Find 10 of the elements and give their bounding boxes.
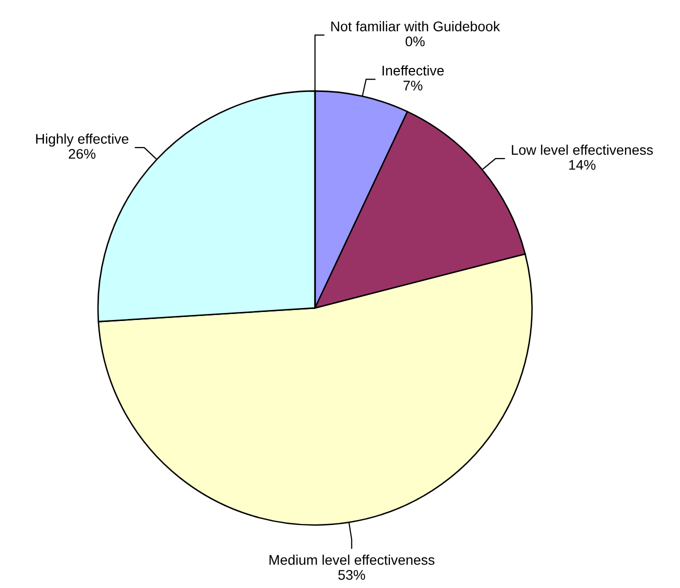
- slice-label: Ineffective: [382, 65, 444, 76]
- slice-label: Highly effective: [36, 134, 128, 147]
- data-label: 53%: [338, 570, 366, 580]
- data-label: 26%: [68, 148, 96, 159]
- slice-label: Medium level effectiveness: [270, 554, 434, 565]
- slice-label: Low level effectiveness: [512, 144, 653, 155]
- text: 0%: [406, 36, 425, 46]
- data-label: 14%: [569, 160, 596, 170]
- category-label: Not familiar with Guidebook: [331, 21, 500, 32]
- data-label: 7%: [404, 80, 422, 90]
